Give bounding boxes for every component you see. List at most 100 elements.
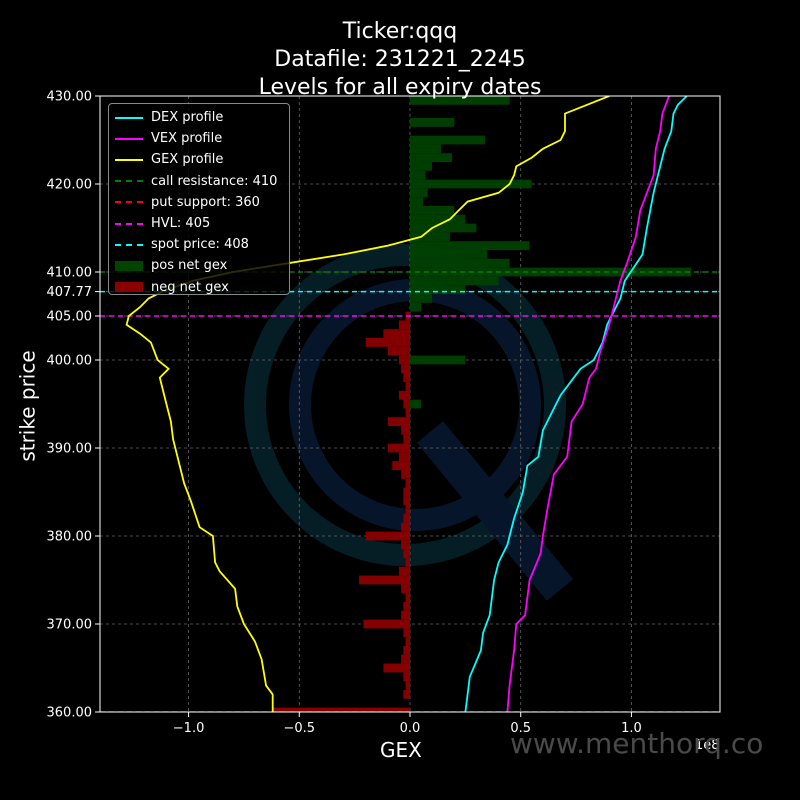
neg-gex-bar	[398, 320, 410, 330]
neg-gex-bar	[405, 558, 410, 567]
pos-gex-bar	[410, 250, 488, 259]
neg-gex-bar	[387, 443, 410, 453]
legend-swatch	[115, 158, 143, 161]
neg-gex-bar	[403, 514, 410, 523]
neg-gex-bar	[272, 707, 410, 712]
pos-gex-bar	[410, 294, 433, 303]
pos-gex-bar	[410, 355, 466, 365]
x-tick-label: −0.5	[283, 721, 315, 736]
x-tick-label: 0.0	[400, 721, 421, 736]
neg-gex-bar	[405, 681, 410, 690]
y-tick-label: 380.00	[47, 530, 93, 545]
neg-gex-bar	[401, 426, 410, 435]
pos-gex-bar	[410, 162, 433, 171]
pos-gex-bar	[410, 302, 422, 312]
neg-gex-bar	[403, 646, 410, 655]
pos-gex-bar	[410, 118, 455, 127]
x-tick-label: 1.0	[621, 721, 642, 736]
neg-gex-bar	[365, 531, 410, 541]
neg-gex-bar	[403, 628, 410, 638]
profile-line	[464, 96, 688, 712]
legend-swatch	[115, 222, 143, 225]
pos-gex-bar	[410, 276, 499, 286]
legend-swatch	[115, 243, 143, 246]
neg-gex-bar	[398, 566, 410, 576]
pos-gex-bar	[410, 96, 510, 105]
neg-gex-bar	[365, 338, 410, 347]
y-tick-label: 410.00	[47, 266, 93, 281]
y-tick-label: 407.77	[47, 285, 93, 300]
legend-label: put support: 360	[151, 194, 260, 210]
legend-swatch	[115, 260, 143, 271]
pos-gex-bar	[410, 258, 510, 268]
y-tick-label: 360.00	[47, 706, 93, 721]
neg-gex-bar	[401, 540, 410, 550]
neg-gex-bar	[403, 434, 410, 444]
neg-gex-bar	[405, 382, 410, 391]
pos-gex-bar	[410, 179, 532, 189]
legend-entry: call resistance: 410	[115, 171, 283, 192]
pos-gex-bar	[410, 223, 477, 233]
neg-gex-bar	[403, 690, 410, 699]
neg-gex-bar	[401, 364, 410, 374]
legend-label: neg net gex	[151, 279, 229, 295]
neg-gex-bar	[403, 399, 410, 409]
pos-gex-bar	[410, 197, 424, 206]
legend-entry: spot price: 408	[115, 234, 283, 255]
y-axis-ticks: 360.00 370.00 380.00 390.00 400.00 405.00 407.…	[47, 90, 100, 721]
x-axis-label: GEX	[380, 738, 422, 762]
neg-gex-bar	[359, 575, 410, 585]
x-axis-scale-note: 1e8	[695, 738, 720, 753]
watermark-text: www.menthorq.co	[510, 727, 764, 760]
y-tick-label: 420.00	[47, 178, 93, 193]
legend-label: pos net gex	[151, 258, 228, 274]
neg-gex-bar	[405, 637, 410, 646]
neg-gex-bar	[398, 390, 410, 400]
neg-gex-bar	[403, 602, 410, 611]
y-tick-label: 370.00	[47, 618, 93, 633]
legend: DEX profile VEX profile GEX profile call re…	[108, 103, 290, 295]
neg-gex-bar	[405, 478, 410, 488]
neg-gex-bar	[401, 584, 410, 594]
legend-swatch	[115, 180, 143, 183]
legend-entry: put support: 360	[115, 192, 283, 213]
legend-entry: DEX profile	[115, 107, 283, 128]
profile-line	[125, 96, 610, 712]
neg-gex-bar	[403, 549, 410, 558]
neg-gex-bar	[403, 672, 410, 682]
neg-gex-bar	[405, 408, 410, 418]
legend-entry: GEX profile	[115, 149, 283, 170]
pos-gex-bar	[410, 399, 422, 409]
y-axis-label: strike price	[15, 350, 40, 462]
neg-gex-bar	[405, 505, 410, 514]
profile-lines	[125, 96, 688, 712]
neg-gex-bar	[363, 619, 410, 629]
neg-gex-bar	[392, 461, 410, 470]
legend-swatch	[115, 116, 143, 119]
neg-gex-bar	[387, 346, 410, 356]
legend-label: GEX profile	[151, 152, 224, 168]
legend-entry: VEX profile	[115, 128, 283, 149]
neg-net-gex-bars	[272, 311, 410, 712]
neg-gex-bar	[401, 522, 410, 532]
neg-gex-bar	[383, 329, 410, 338]
y-tick-label: 405.00	[47, 310, 93, 325]
x-tick-label: −1.0	[173, 721, 205, 736]
neg-gex-bar	[403, 373, 410, 382]
pos-gex-bar	[410, 214, 466, 224]
legend-label: DEX profile	[151, 110, 224, 126]
title-line-3: Levels for all expiry dates	[258, 75, 542, 100]
neg-gex-bar	[383, 663, 410, 673]
pos-gex-bar	[410, 285, 466, 294]
neg-gex-bar	[401, 470, 410, 479]
neg-gex-bar	[398, 452, 410, 462]
y-tick-label: 390.00	[47, 442, 93, 457]
x-axis-ticks: −1.0 −0.5 0.0 0.5 1.0	[173, 712, 642, 736]
neg-gex-bar	[403, 496, 410, 506]
legend-swatch	[115, 201, 143, 204]
pos-gex-bar	[410, 135, 486, 145]
chart-title: Ticker:qqq Datafile: 231221_2245 Levels …	[0, 18, 800, 102]
legend-label: VEX profile	[151, 131, 223, 147]
pos-gex-bar	[410, 232, 450, 242]
x-tick-label: 0.5	[510, 721, 531, 736]
